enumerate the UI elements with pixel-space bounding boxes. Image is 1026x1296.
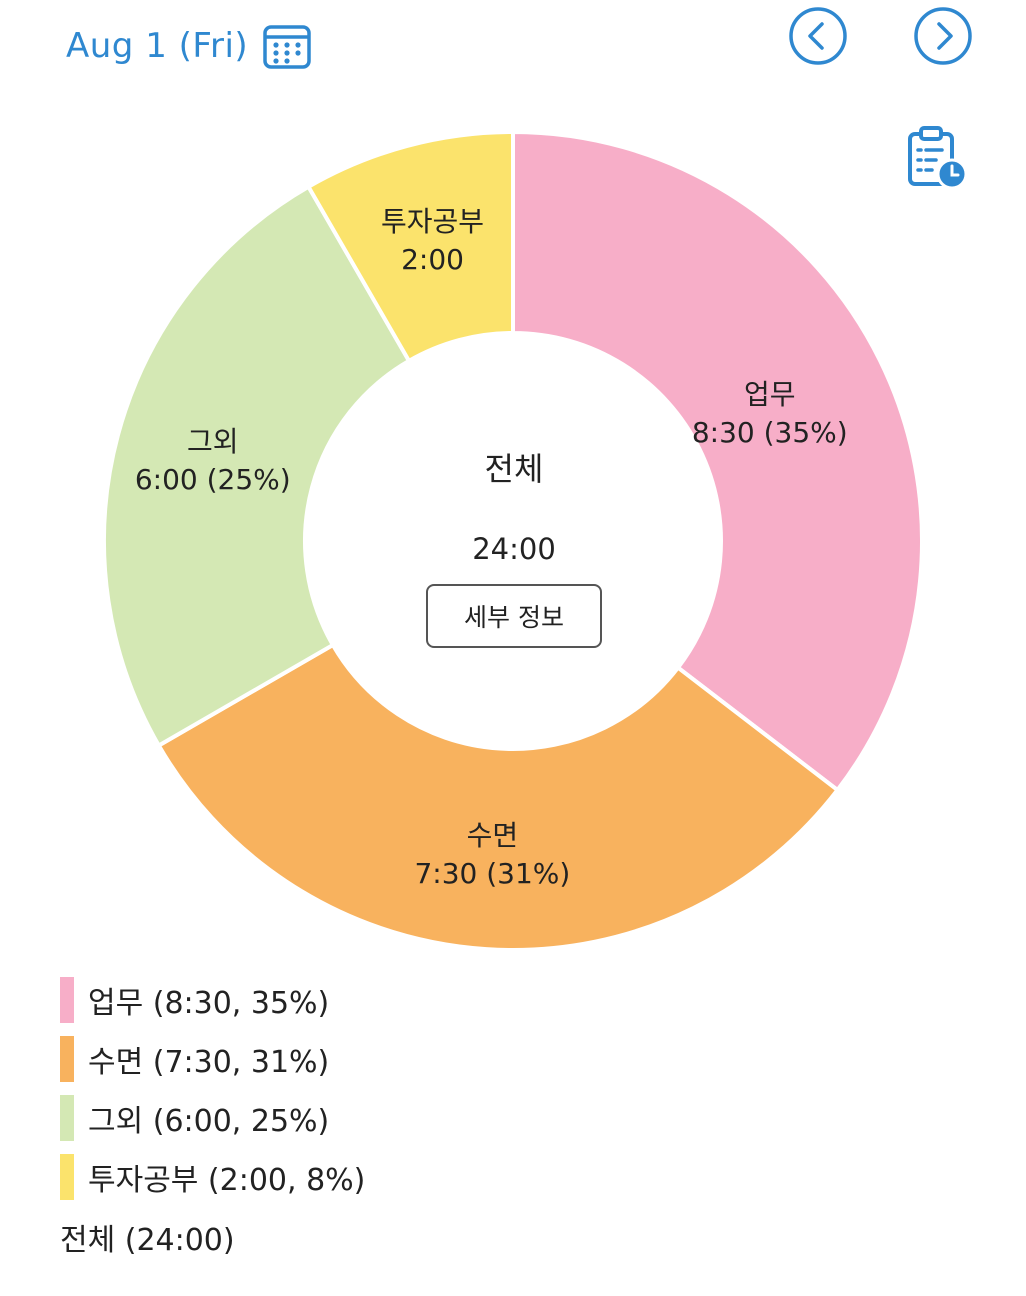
chevron-right-icon — [937, 22, 953, 50]
center-title: 전체 — [484, 450, 544, 488]
next-day-button[interactable] — [913, 6, 973, 66]
legend-label: 업무 (8:30, 35%) — [88, 985, 330, 1021]
donut-slice-0[interactable] — [511, 129, 924, 793]
legend-swatch — [60, 976, 74, 1023]
slice-label-value: 2:00 — [401, 242, 464, 276]
slice-label-name: 그외 — [186, 424, 239, 458]
legend-label: 수면 (7:30, 31%) — [88, 1044, 330, 1080]
slice-label-value: 6:00 (25%) — [134, 462, 291, 496]
legend-label: 그외 (6:00, 25%) — [88, 1103, 330, 1139]
legend-swatch — [60, 1094, 74, 1141]
donut-slice-2[interactable] — [102, 184, 412, 749]
donut-slice-3[interactable] — [305, 129, 515, 364]
slice-label-name: 업무 — [743, 378, 796, 412]
legend-item: 투자공부 (2:00, 8%) — [60, 1147, 365, 1206]
legend-label: 투자공부 (2:00, 8%) — [88, 1162, 366, 1198]
legend-item: 수면 (7:30, 31%) — [60, 1029, 365, 1088]
chevron-left-icon — [808, 22, 824, 50]
slice-label-name: 수면 — [466, 819, 519, 853]
slice-label-value: 8:30 (35%) — [691, 416, 848, 450]
calendar-icon[interactable] — [262, 22, 312, 70]
date-label[interactable]: Aug 1 (Fri) — [66, 26, 249, 66]
prev-day-button[interactable] — [788, 6, 848, 66]
slice-label: 업무 8:30 (35%) — [692, 376, 848, 452]
slice-label-value: 7:30 (31%) — [414, 857, 571, 891]
center-total: 24:00 — [472, 532, 556, 566]
slice-label: 수면 7:30 (31%) — [414, 817, 570, 893]
legend-swatch — [60, 1153, 74, 1200]
legend-item: 그외 (6:00, 25%) — [60, 1088, 365, 1147]
clipboard-clock-icon[interactable] — [904, 124, 970, 190]
legend-total: 전체 (24:00) — [60, 1223, 235, 1258]
legend-swatch — [60, 1035, 74, 1082]
slice-label-name: 투자공부 — [381, 204, 485, 238]
legend: 업무 (8:30, 35%) 수면 (7:30, 31%) 그외 (6:00, 25… — [60, 970, 365, 1262]
slice-label: 그외 6:00 (25%) — [135, 423, 291, 499]
legend-item: 업무 (8:30, 35%) — [60, 970, 365, 1029]
slice-label: 투자공부 2:00 — [381, 203, 484, 279]
donut-slice-1[interactable] — [156, 642, 841, 952]
detail-info-button[interactable]: 세부 정보 — [426, 584, 602, 648]
